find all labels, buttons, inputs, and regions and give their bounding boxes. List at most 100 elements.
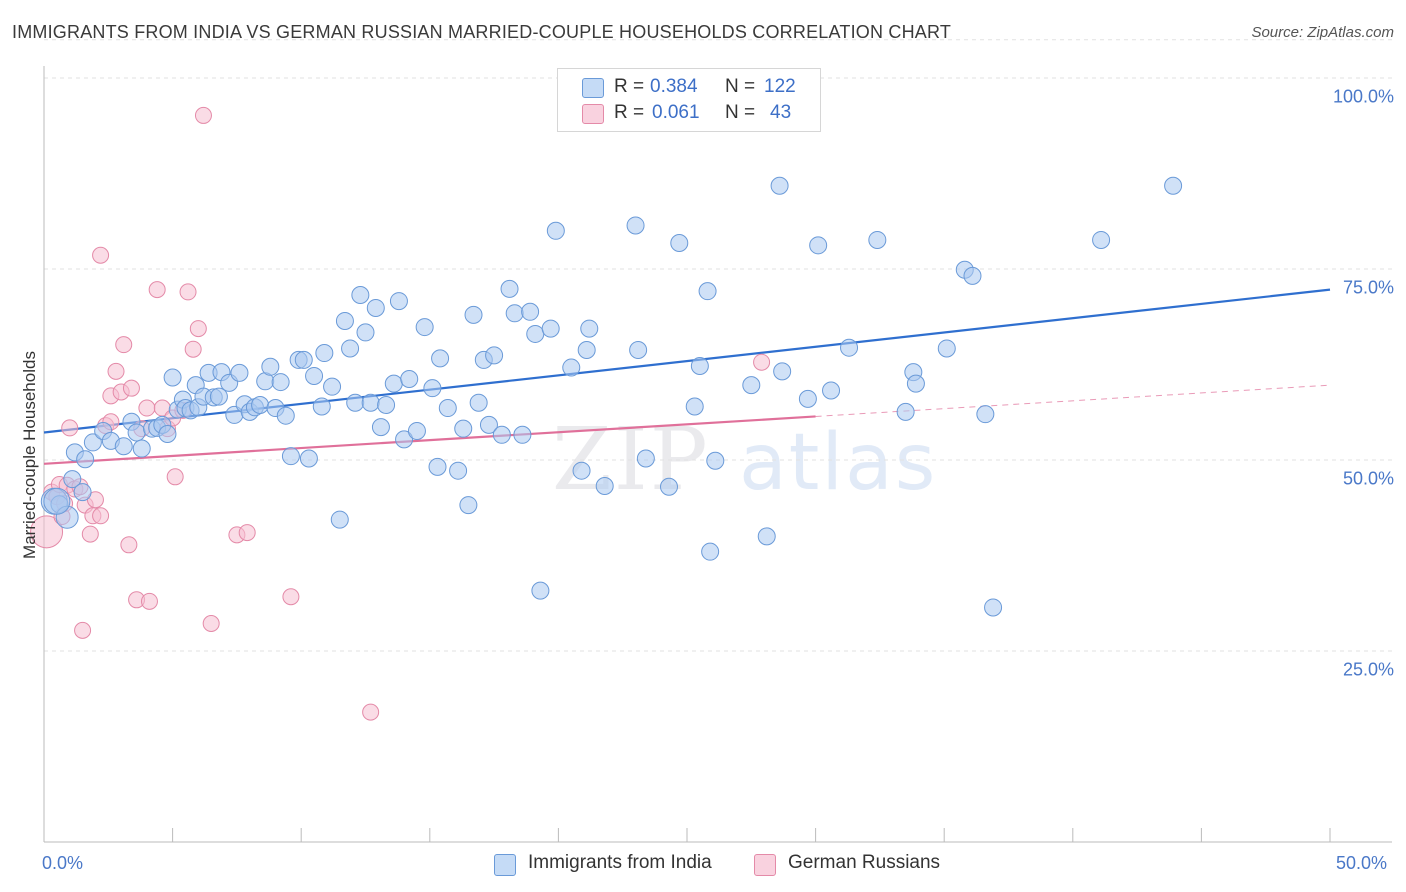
india-point <box>209 387 228 406</box>
india-point <box>822 381 841 400</box>
india-legend-label: Immigrants from India <box>528 852 712 873</box>
india-point <box>83 433 102 452</box>
german-trend-line <box>43 415 816 465</box>
legend-n-label: N = <box>725 102 756 123</box>
india-point <box>937 339 956 358</box>
legend-r-label: R = <box>614 76 645 97</box>
german-point <box>86 491 104 509</box>
india-point <box>114 437 133 456</box>
german-point <box>362 703 380 721</box>
india-legend-swatch <box>494 854 516 876</box>
india-point <box>773 362 792 381</box>
india-point <box>742 376 761 395</box>
german-trend-extension <box>815 384 1331 417</box>
x-tick-label-max: 50.0% <box>1336 853 1388 873</box>
india-point <box>341 339 360 358</box>
watermark: ZIP atlas <box>552 410 937 510</box>
india-point <box>521 302 540 321</box>
india-point <box>505 304 524 323</box>
german-point <box>138 399 156 417</box>
india-point <box>485 346 504 365</box>
india-point <box>626 216 645 235</box>
german-point <box>81 525 99 543</box>
german-point <box>122 379 140 397</box>
india-point <box>464 305 483 324</box>
india-point <box>906 374 925 393</box>
german-point <box>189 320 207 338</box>
india-point <box>770 176 789 195</box>
german-point <box>166 468 184 486</box>
german-point <box>238 524 256 542</box>
india-point <box>541 319 560 338</box>
german-point <box>74 621 92 639</box>
india-r-value: 0.384 <box>650 76 698 97</box>
india-point <box>479 415 498 434</box>
india-point <box>346 393 365 412</box>
german-legend-swatch <box>754 854 776 876</box>
german-legend-label: German Russians <box>788 852 941 873</box>
german-swatch <box>582 104 604 124</box>
german-point <box>148 281 166 299</box>
india-point <box>580 319 599 338</box>
india-point <box>531 581 550 600</box>
india-point <box>492 425 511 444</box>
india-point <box>840 338 859 357</box>
india-point <box>685 397 704 416</box>
y-axis-label: Married-couple Households <box>20 351 39 559</box>
legend-r-label: R = <box>614 102 645 123</box>
india-point <box>389 292 408 311</box>
india-point <box>323 377 342 396</box>
india-point <box>809 236 828 255</box>
india-point <box>976 405 995 424</box>
german-point <box>61 419 79 437</box>
german-russians-points <box>30 106 771 721</box>
india-point <box>428 457 447 476</box>
india-point <box>400 370 419 389</box>
india-point <box>629 340 648 359</box>
german-point <box>92 507 110 525</box>
y-tick-label-100: 100.0% <box>1332 86 1394 107</box>
india-point <box>562 358 581 377</box>
india-point <box>984 598 1003 617</box>
india-point <box>163 368 182 387</box>
india-point <box>351 285 370 304</box>
india-point <box>670 234 689 253</box>
y-tick-label-25: 25.0% <box>1342 659 1394 680</box>
india-point <box>701 542 720 561</box>
german-point <box>202 614 220 632</box>
india-point <box>698 282 717 301</box>
india-point <box>407 421 426 440</box>
india-point <box>335 311 354 330</box>
india-point <box>43 487 71 515</box>
india-point <box>526 324 545 343</box>
india-point <box>572 461 591 480</box>
india-point <box>395 430 414 449</box>
stats-legend: R = 0.384 N = 122 R = 0.061 N = 43 <box>557 68 821 132</box>
german-r-value: 0.061 <box>652 102 700 123</box>
german-point <box>92 246 110 264</box>
india-point <box>757 527 776 546</box>
watermark-atlas: atlas <box>738 418 938 508</box>
india-point <box>261 357 280 376</box>
india-point <box>377 395 396 414</box>
india-point <box>63 470 82 489</box>
india-point <box>281 447 300 466</box>
india-point <box>366 298 385 317</box>
german-point <box>120 536 138 554</box>
india-point <box>251 395 270 414</box>
india-point <box>76 450 95 469</box>
india-point <box>896 402 915 421</box>
german-point <box>184 340 202 358</box>
india-point <box>73 483 92 502</box>
india-point <box>271 373 290 392</box>
german-point <box>194 106 212 124</box>
india-point <box>449 461 468 480</box>
axes <box>43 66 1392 843</box>
india-point <box>454 419 473 438</box>
india-point <box>459 496 478 515</box>
german-point <box>107 362 125 380</box>
india-point <box>868 230 887 249</box>
india-point <box>500 279 519 298</box>
india-point <box>963 266 982 285</box>
